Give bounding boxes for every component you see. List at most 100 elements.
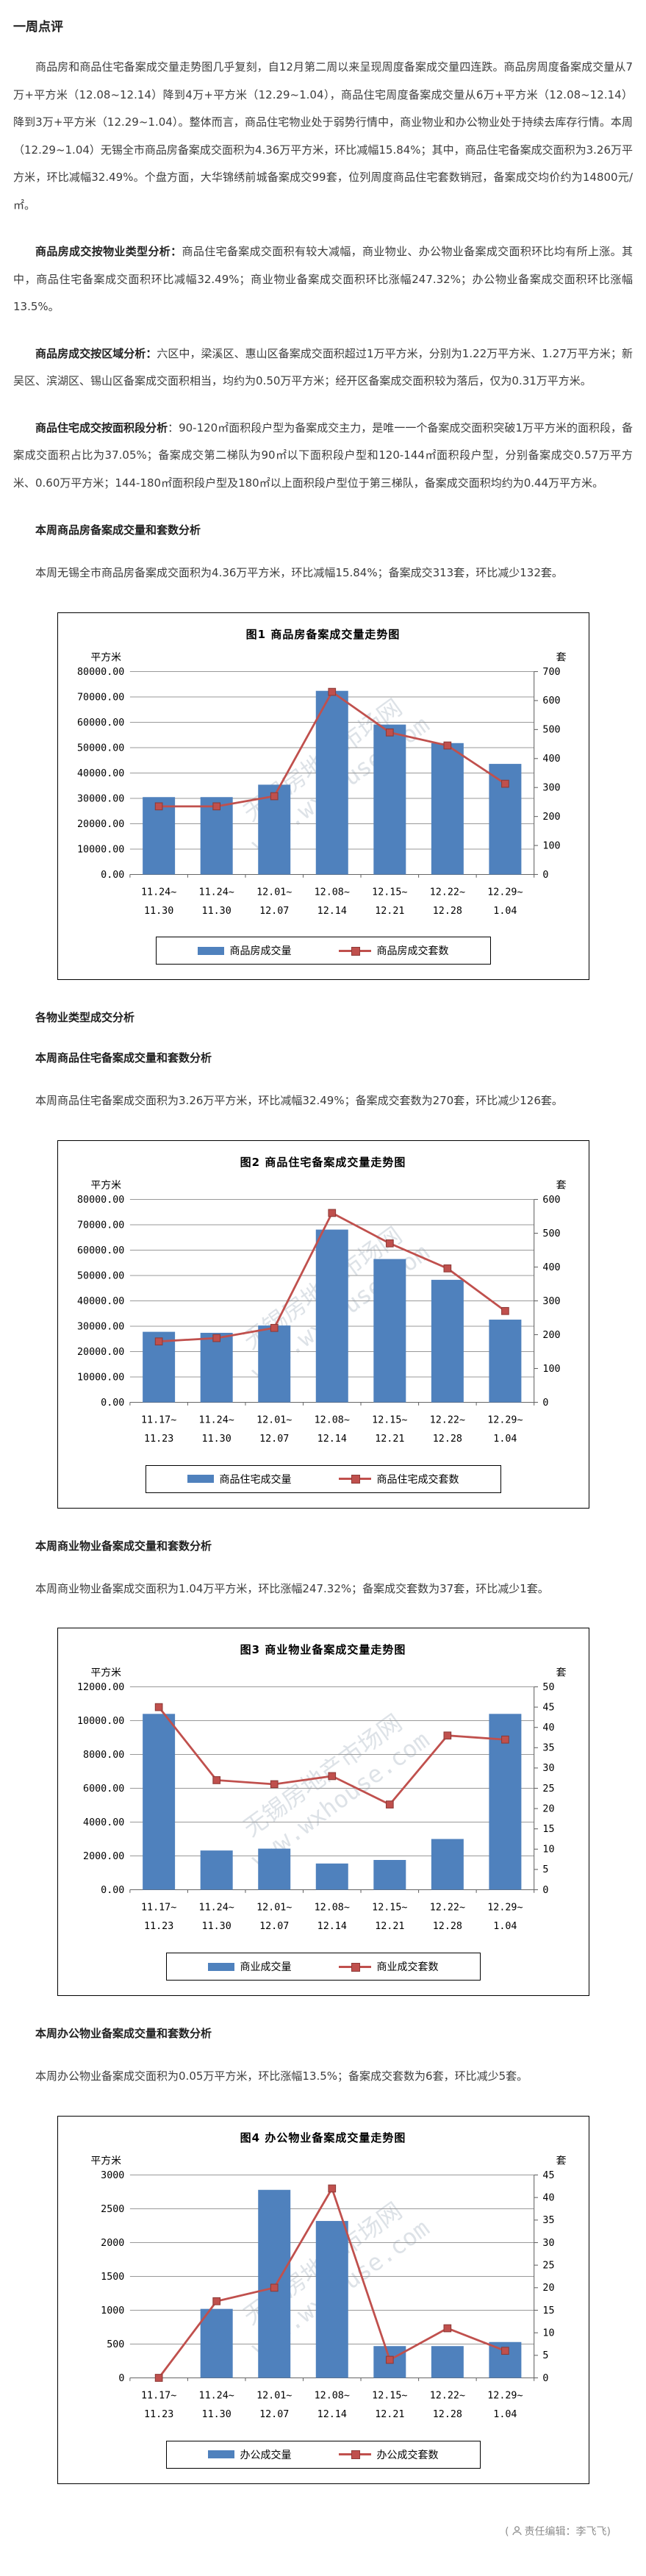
editor-person-icon <box>512 2525 523 2539</box>
svg-text:11.30: 11.30 <box>201 1434 231 1445</box>
svg-text:20: 20 <box>542 2283 554 2294</box>
svg-text:12.15~: 12.15~ <box>372 1903 407 1914</box>
svg-text:11.23: 11.23 <box>144 2409 173 2420</box>
section-title-houses: 本周商品房备案成交量和套数分析 <box>35 523 201 537</box>
svg-text:500: 500 <box>542 724 560 735</box>
svg-text:40: 40 <box>542 1722 554 1734</box>
paragraph-text: 商品住宅备案成交面积有较大减幅，商业物业、办公物业备案成交面积环比均有所上涨。其… <box>13 245 633 313</box>
svg-text:12.28: 12.28 <box>432 905 462 916</box>
paragraph-text: 商品房和商品住宅备案成交量走势图几乎复刻，自12月第二周以来呈现周度备案成交量四… <box>13 60 633 212</box>
svg-text:50000.00: 50000.00 <box>77 743 124 754</box>
svg-text:1.04: 1.04 <box>493 905 517 916</box>
svg-text:80000.00: 80000.00 <box>77 666 124 677</box>
svg-text:12.15~: 12.15~ <box>372 1414 407 1425</box>
legend-item-line: 商业成交套数 <box>338 1959 439 1974</box>
svg-text:1500: 1500 <box>101 2272 124 2283</box>
chart-figure-2: 图2 商品住宅备案成交量走势图 无锡房地产市场网www.wxhouse.com0… <box>57 1139 589 1509</box>
svg-text:0.00: 0.00 <box>101 869 124 880</box>
svg-text:11.24~: 11.24~ <box>198 2390 234 2401</box>
svg-text:套: 套 <box>556 1667 566 1679</box>
svg-text:15: 15 <box>542 2305 554 2316</box>
chart-title: 图1 商品房备案成交量走势图 <box>245 627 401 641</box>
svg-text:12.01~: 12.01~ <box>256 2390 292 2401</box>
svg-text:30: 30 <box>542 1764 554 1775</box>
line-swatch-icon <box>338 2450 371 2460</box>
svg-text:12.22~: 12.22~ <box>429 887 464 898</box>
svg-text:80000.00: 80000.00 <box>77 1195 124 1206</box>
svg-text:12.14: 12.14 <box>317 1434 346 1445</box>
svg-text:12000.00: 12000.00 <box>77 1682 124 1693</box>
svg-text:12.08~: 12.08~ <box>314 887 349 898</box>
editor-credit: (责任编辑：李飞飞) <box>13 2524 611 2539</box>
svg-text:12.07: 12.07 <box>259 1921 289 1932</box>
paragraph-text: 本周无锡全市商品房备案成交面积为4.36万平方米，环比减幅15.84%；备案成交… <box>35 566 563 579</box>
svg-text:10000.00: 10000.00 <box>77 1372 124 1383</box>
svg-text:0: 0 <box>118 2373 124 2384</box>
svg-text:20000.00: 20000.00 <box>77 818 124 829</box>
bar-swatch-icon <box>187 1475 214 1484</box>
svg-text:12.21: 12.21 <box>375 905 404 916</box>
chart-legend: 办公成交量 办公成交套数 <box>165 2440 481 2469</box>
svg-text:30: 30 <box>542 2238 554 2249</box>
chart-plot: 无锡房地产市场网www.wxhouse.com05001000150020002… <box>64 2147 583 2439</box>
paragraph-office: 本周办公物业备案成交面积为0.05万平方米，环比涨幅13.5%；备案成交套数为6… <box>13 2063 633 2091</box>
svg-text:12.01~: 12.01~ <box>256 1414 292 1425</box>
svg-text:2000.00: 2000.00 <box>83 1851 124 1862</box>
svg-text:10: 10 <box>542 1845 554 1856</box>
svg-text:1000: 1000 <box>101 2305 124 2316</box>
legend-label: 商业成交套数 <box>376 1961 439 1974</box>
svg-text:0: 0 <box>542 1885 548 1896</box>
svg-text:12.28: 12.28 <box>432 1921 462 1932</box>
paragraph-lead: 商品住宅成交按面积段分析 <box>35 421 168 434</box>
svg-text:11.23: 11.23 <box>144 1434 173 1445</box>
legend-item-line: 办公成交套数 <box>338 2447 439 2462</box>
chart-plot: 无锡房地产市场网 www.wxhouse.com 0.00 2000.00 4000.0… <box>64 1659 583 1951</box>
svg-text:套: 套 <box>556 1179 566 1191</box>
svg-text:0: 0 <box>542 1398 548 1409</box>
legend-label: 商品住宅成交量 <box>219 1473 292 1486</box>
svg-text:套: 套 <box>556 651 566 663</box>
svg-text:50: 50 <box>542 1682 554 1693</box>
bar-swatch-icon <box>197 946 224 955</box>
svg-text:12.08~: 12.08~ <box>314 1414 349 1425</box>
legend-item-line: 商品房成交套数 <box>338 943 449 958</box>
svg-text:12.15~: 12.15~ <box>372 887 407 898</box>
legend-label: 办公成交量 <box>240 2449 292 2461</box>
svg-text:0: 0 <box>542 2373 548 2384</box>
chart-title: 图3 商业物业备案成交量走势图 <box>240 1643 406 1657</box>
svg-text:12.28: 12.28 <box>432 1434 462 1445</box>
svg-text:12.21: 12.21 <box>375 1434 404 1445</box>
svg-text:30000.00: 30000.00 <box>77 793 124 804</box>
svg-text:12.01~: 12.01~ <box>256 887 292 898</box>
svg-text:12.07: 12.07 <box>259 1434 289 1445</box>
svg-text:40000.00: 40000.00 <box>77 768 124 779</box>
svg-text:8000.00: 8000.00 <box>83 1750 124 1761</box>
paragraph-text: 本周商业物业备案成交面积为1.04万平方米，环比涨幅247.32%；备案成交套数… <box>35 1581 549 1595</box>
svg-text:10: 10 <box>542 2328 554 2339</box>
paragraph-houses: 本周无锡全市商品房备案成交面积为4.36万平方米，环比减幅15.84%；备案成交… <box>13 559 633 587</box>
svg-text:12.14: 12.14 <box>317 1921 346 1932</box>
paragraph-by-district: 商品房成交按区域分析：六区中，梁溪区、惠山区备案成交面积超过1万平方米，分别为1… <box>13 340 633 396</box>
svg-text:11.24~: 11.24~ <box>198 1414 234 1425</box>
svg-text:12.29~: 12.29~ <box>487 887 523 898</box>
svg-text:0.00: 0.00 <box>101 1398 124 1409</box>
legend-label: 商品房成交套数 <box>376 945 449 958</box>
svg-text:35: 35 <box>542 2215 554 2226</box>
svg-text:5: 5 <box>542 2350 548 2361</box>
section-title-residential: 本周商品住宅备案成交量和套数分析 <box>35 1051 212 1065</box>
svg-text:100: 100 <box>542 1364 560 1375</box>
legend-label: 商品房成交量 <box>229 945 292 958</box>
paragraph-text: 本周办公物业备案成交面积为0.05万平方米，环比涨幅13.5%；备案成交套数为6… <box>35 2069 528 2083</box>
svg-text:12.21: 12.21 <box>375 1921 404 1932</box>
legend-item-bar: 商业成交量 <box>207 1959 292 1974</box>
bar-swatch-icon <box>207 2450 234 2459</box>
svg-text:3000: 3000 <box>101 2170 124 2181</box>
svg-text:700: 700 <box>542 666 560 677</box>
svg-text:11.24~: 11.24~ <box>198 1903 234 1914</box>
paragraph-commercial: 本周商业物业备案成交面积为1.04万平方米，环比涨幅247.32%；备案成交套数… <box>13 1575 633 1603</box>
svg-text:0.00: 0.00 <box>101 1885 124 1896</box>
chart-figure-3: 图3 商业物业备案成交量走势图 无锡房地产市场网 www.wxhouse.com 0… <box>57 1628 589 1997</box>
svg-text:11.24~: 11.24~ <box>198 887 234 898</box>
svg-text:2000: 2000 <box>101 2238 124 2249</box>
svg-text:0: 0 <box>542 869 548 880</box>
